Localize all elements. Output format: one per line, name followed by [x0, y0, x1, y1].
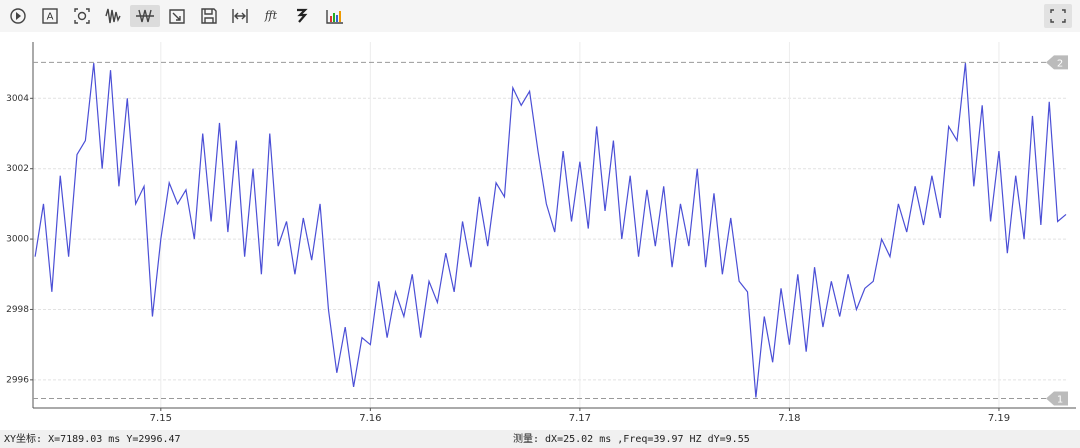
x-tick-label: 7.17 [569, 413, 591, 424]
fullscreen-button[interactable] [1044, 4, 1072, 28]
y-tick-label: 3004 [6, 94, 29, 104]
x-tick-label: 7.19 [988, 413, 1010, 424]
x-tick-label: 7.18 [778, 413, 800, 424]
x-tick-label: 7.16 [359, 413, 381, 424]
x-tick-label: 7.15 [150, 413, 172, 424]
measure-button[interactable] [232, 9, 248, 23]
y-tick-label: 2998 [6, 305, 29, 315]
toolbar [0, 0, 1080, 32]
save-button[interactable] [201, 8, 217, 24]
play-button[interactable] [10, 8, 26, 24]
cursor-tag [1046, 391, 1068, 406]
open-button[interactable] [169, 9, 185, 24]
zoom-button[interactable] [74, 8, 90, 24]
status-bar [0, 430, 1080, 448]
status-coords: XY坐标: X=7189.03 ms Y=2996.47 [4, 433, 181, 445]
cursor-tag [1046, 55, 1068, 70]
y-tick-label: 3000 [6, 235, 29, 245]
cursor-label: 1 [1057, 394, 1063, 405]
text-button[interactable]: A [42, 8, 58, 24]
filter-icon [136, 9, 154, 23]
fullscreen-icon [1050, 9, 1066, 23]
y-tick-label: 2996 [6, 375, 29, 385]
status-measure: 测量: dX=25.02 ms ,Freq=39.97 HZ dY=9.55 [513, 432, 750, 445]
y-tick-label: 3002 [6, 164, 29, 174]
wave-button[interactable] [105, 8, 121, 24]
chart-button[interactable] [326, 10, 343, 24]
signal-line [34, 63, 1067, 398]
sort-button[interactable] [297, 8, 308, 23]
fft-button[interactable]: fft [264, 9, 278, 22]
toolbar-buttons: A fft [10, 4, 1072, 28]
plot: 2996 2998 3000 3002 3004 7.15 7.16 7.17 7.18 7.19… [6, 42, 1076, 424]
cursor-label: 2 [1057, 58, 1063, 69]
text-icon: A [47, 12, 54, 23]
